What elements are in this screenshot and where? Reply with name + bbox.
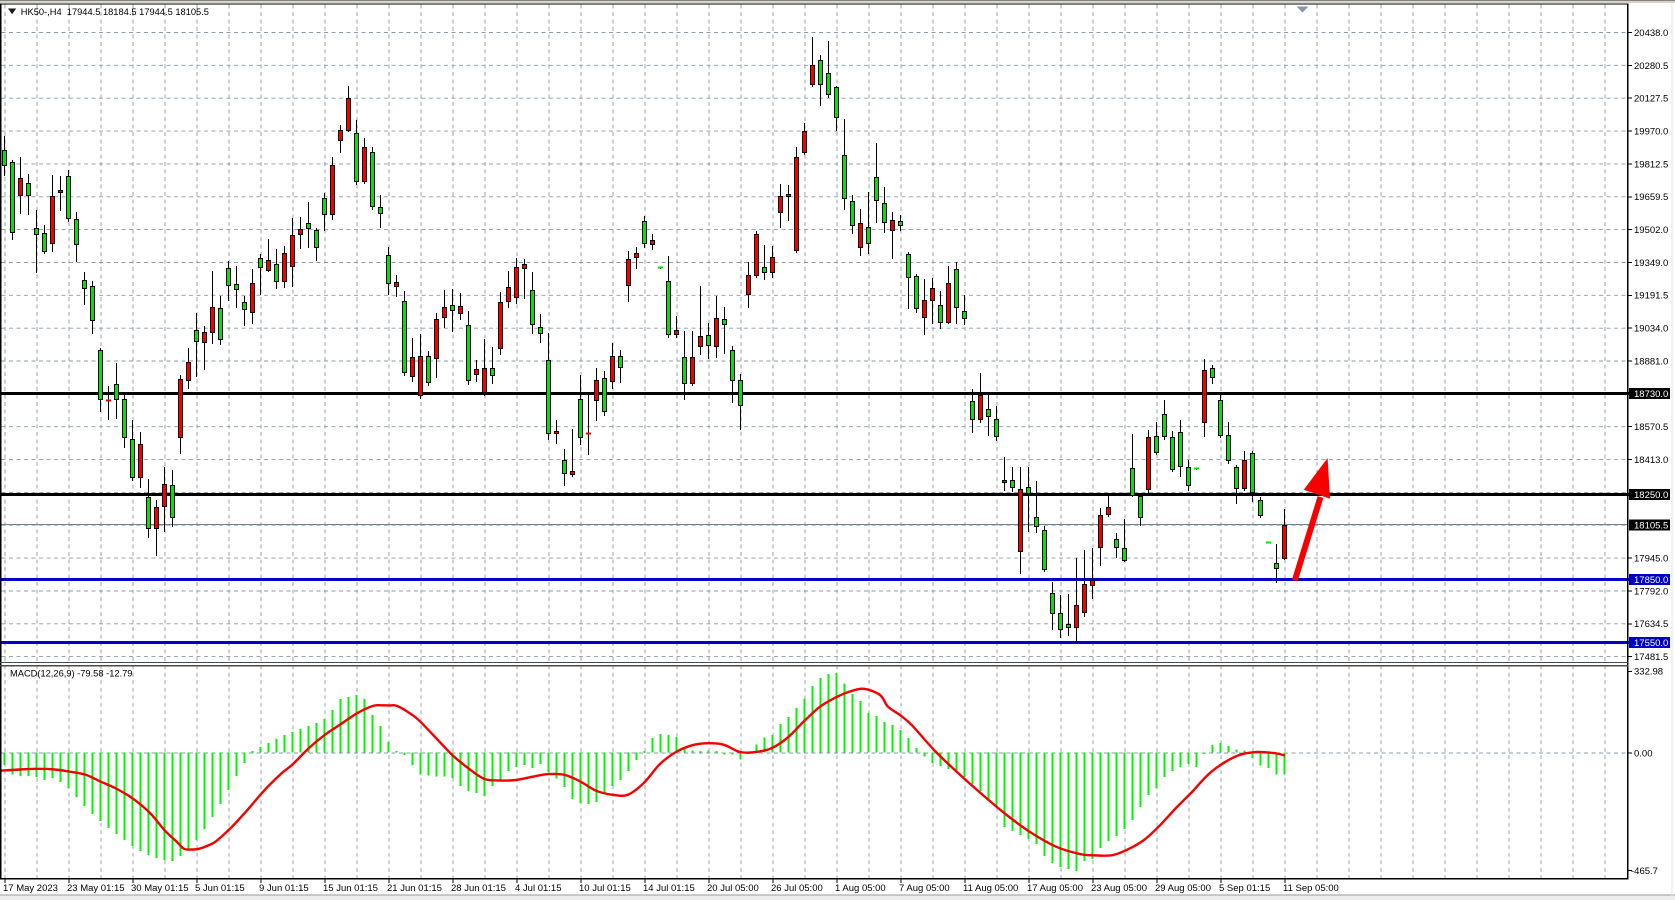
svg-text:19970.0: 19970.0 [1634, 127, 1668, 138]
svg-text:26 Jul 05:00: 26 Jul 05:00 [771, 883, 823, 894]
svg-text:0.00: 0.00 [1634, 748, 1653, 759]
svg-text:17945.0: 17945.0 [1634, 553, 1668, 564]
svg-text:17 May 2023: 17 May 2023 [3, 883, 58, 894]
svg-text:18570.5: 18570.5 [1634, 422, 1668, 433]
svg-text:17550.0: 17550.0 [1634, 638, 1668, 649]
svg-text:19034.0: 19034.0 [1634, 324, 1668, 335]
svg-text:18730.0: 18730.0 [1634, 389, 1668, 400]
svg-text:5 Jun 01:15: 5 Jun 01:15 [195, 883, 245, 894]
svg-text:28 Jun 01:15: 28 Jun 01:15 [451, 883, 506, 894]
svg-text:19191.5: 19191.5 [1634, 291, 1668, 302]
svg-text:4 Jul 01:15: 4 Jul 01:15 [515, 883, 561, 894]
svg-text:29 Aug 05:00: 29 Aug 05:00 [1155, 883, 1211, 894]
svg-text:30 May 01:15: 30 May 01:15 [131, 883, 189, 894]
svg-text:19502.0: 19502.0 [1634, 225, 1668, 236]
svg-text:14 Jul 01:15: 14 Jul 01:15 [643, 883, 695, 894]
svg-text:332.98: 332.98 [1634, 666, 1663, 677]
svg-text:-465.7: -465.7 [1631, 866, 1658, 877]
svg-text:17792.0: 17792.0 [1634, 586, 1668, 597]
svg-text:17850.0: 17850.0 [1634, 575, 1668, 586]
svg-text:21 Jun 01:15: 21 Jun 01:15 [387, 883, 442, 894]
svg-text:17634.5: 17634.5 [1634, 619, 1668, 630]
svg-text:MACD(12,26,9) -79.58 -12.79: MACD(12,26,9) -79.58 -12.79 [10, 668, 132, 678]
svg-text:23 May 01:15: 23 May 01:15 [67, 883, 125, 894]
svg-text:11 Sep 05:00: 11 Sep 05:00 [1283, 883, 1339, 894]
svg-text:9 Jun 01:15: 9 Jun 01:15 [259, 883, 309, 894]
svg-text:20280.5: 20280.5 [1634, 61, 1668, 72]
svg-text:11 Aug 05:00: 11 Aug 05:00 [963, 883, 1018, 894]
svg-text:17481.5: 17481.5 [1634, 652, 1668, 663]
svg-text:19659.5: 19659.5 [1634, 192, 1668, 203]
svg-text:18250.0: 18250.0 [1634, 490, 1668, 501]
svg-text:17 Aug 05:00: 17 Aug 05:00 [1027, 883, 1083, 894]
svg-text:23 Aug 05:00: 23 Aug 05:00 [1091, 883, 1147, 894]
svg-text:15 Jun 01:15: 15 Jun 01:15 [323, 883, 378, 894]
svg-text:19812.5: 19812.5 [1634, 159, 1668, 170]
svg-text:19349.0: 19349.0 [1634, 258, 1668, 269]
svg-text:10 Jul 01:15: 10 Jul 01:15 [579, 883, 631, 894]
svg-text:20 Jul 05:00: 20 Jul 05:00 [707, 883, 759, 894]
svg-text:18413.0: 18413.0 [1634, 455, 1668, 466]
svg-text:HK50-,H4 17944.5 18184.5 1794: HK50-,H4 17944.5 18184.5 17944.5 18105.5 [21, 7, 209, 17]
svg-text:18105.5: 18105.5 [1634, 520, 1668, 531]
svg-text:5 Sep 01:15: 5 Sep 01:15 [1219, 883, 1270, 894]
svg-text:18881.0: 18881.0 [1634, 356, 1668, 367]
svg-text:20438.0: 20438.0 [1634, 28, 1668, 39]
svg-text:7 Aug 05:00: 7 Aug 05:00 [899, 883, 950, 894]
svg-text:20127.5: 20127.5 [1634, 94, 1668, 105]
svg-text:1 Aug 05:00: 1 Aug 05:00 [835, 883, 886, 894]
